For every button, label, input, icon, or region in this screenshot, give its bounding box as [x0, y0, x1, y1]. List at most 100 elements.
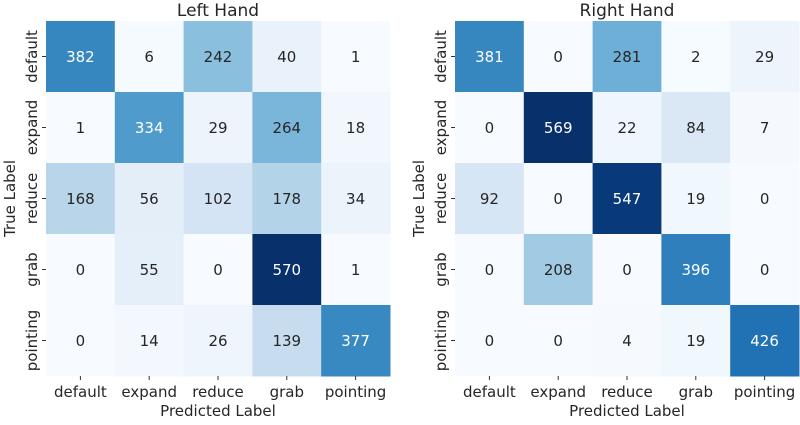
x-tick-label: pointing — [325, 383, 386, 401]
cell-value: 168 — [66, 190, 95, 208]
heatmap-cell — [523, 305, 594, 377]
cell-value: 570 — [272, 261, 301, 279]
x-tick-label: reduce — [601, 383, 653, 401]
chart-title: Left Hand — [177, 1, 259, 21]
heatmap-cell — [114, 163, 185, 235]
y-tick-label: default — [23, 30, 41, 83]
heatmap-cell — [661, 21, 731, 93]
y-tick-label: grab — [23, 252, 41, 286]
heatmap-cell — [455, 305, 525, 377]
cell-value: 0 — [485, 261, 495, 279]
cell-value: 2 — [691, 48, 701, 66]
cell-value: 1 — [351, 261, 361, 279]
x-tick-label: default — [54, 383, 107, 401]
cell-value: 29 — [208, 119, 227, 137]
heatmap-cell — [592, 305, 662, 377]
y-tick-label: expand — [432, 100, 450, 156]
heatmap-cell — [252, 92, 322, 164]
heatmap-cell — [523, 92, 594, 164]
heatmap-cell — [455, 92, 525, 164]
heatmap-cell — [46, 163, 116, 235]
heatmap-cell — [730, 305, 800, 377]
heatmap-cell — [592, 21, 662, 93]
x-tick-label: grab — [270, 383, 304, 401]
cell-value: 0 — [553, 48, 563, 66]
heatmap-cell — [321, 21, 391, 93]
heatmap-cell — [46, 21, 116, 93]
heatmap-cell — [252, 234, 322, 306]
cell-value: 569 — [544, 119, 573, 137]
cell-value: 377 — [341, 332, 370, 350]
cell-value: 264 — [272, 119, 301, 137]
cell-value: 396 — [681, 261, 710, 279]
heatmap-cell — [252, 305, 322, 377]
cell-value: 0 — [76, 332, 86, 350]
cell-value: 1 — [351, 48, 361, 66]
cell-value: 0 — [213, 261, 223, 279]
heatmap-cell — [183, 305, 253, 377]
cell-value: 19 — [686, 332, 705, 350]
cell-value: 334 — [135, 119, 164, 137]
cell-value: 1 — [76, 119, 86, 137]
y-tick-label: reduce — [23, 173, 41, 225]
cell-value: 34 — [346, 190, 365, 208]
x-tick-label: expand — [530, 383, 586, 401]
cell-value: 6 — [144, 48, 154, 66]
cell-value: 18 — [346, 119, 365, 137]
x-tick-label: pointing — [734, 383, 795, 401]
heatmap-cell — [661, 305, 731, 377]
cell-value: 102 — [204, 190, 233, 208]
x-axis-label: Predicted Label — [569, 402, 685, 420]
cell-value: 382 — [66, 48, 95, 66]
heatmap-cell — [46, 92, 116, 164]
cell-value: 29 — [755, 48, 774, 66]
y-tick-label: pointing — [23, 310, 41, 371]
cell-value: 55 — [140, 261, 159, 279]
cell-value: 84 — [686, 119, 705, 137]
chart-title: Right Hand — [580, 1, 675, 21]
heatmap-cell — [321, 163, 391, 235]
heatmap-cell — [114, 92, 185, 164]
cell-value: 4 — [622, 332, 632, 350]
heatmap-cell — [730, 21, 800, 93]
cell-value: 0 — [485, 332, 495, 350]
cell-value: 0 — [622, 261, 632, 279]
x-tick-label: reduce — [192, 383, 244, 401]
cell-value: 26 — [208, 332, 227, 350]
x-tick-label: grab — [679, 383, 713, 401]
x-tick-label: default — [463, 383, 516, 401]
y-tick-label: reduce — [432, 173, 450, 225]
heatmap-cell — [183, 234, 253, 306]
cell-value: 281 — [613, 48, 642, 66]
cell-value: 0 — [76, 261, 86, 279]
cell-value: 426 — [750, 332, 779, 350]
cell-value: 22 — [617, 119, 636, 137]
cell-value: 40 — [277, 48, 296, 66]
heatmap-cell — [46, 305, 116, 377]
heatmap-cell — [114, 305, 185, 377]
heatmap-cell — [252, 163, 322, 235]
heatmap-cell — [592, 163, 662, 235]
y-tick-label: default — [432, 30, 450, 83]
cell-value: 7 — [760, 119, 770, 137]
y-axis-label: True Label — [410, 160, 428, 238]
x-axis-label: Predicted Label — [160, 402, 276, 420]
cell-value: 0 — [760, 190, 770, 208]
heatmap-cell — [455, 234, 525, 306]
heatmap-cell — [730, 163, 800, 235]
y-axis-label: True Label — [1, 160, 19, 238]
heatmap-cell — [523, 21, 594, 93]
y-tick-label: pointing — [432, 310, 450, 371]
heatmap-cell — [455, 163, 525, 235]
heatmap-cell — [183, 21, 253, 93]
cell-value: 0 — [553, 190, 563, 208]
cell-value: 547 — [613, 190, 642, 208]
y-tick-label: grab — [432, 252, 450, 286]
cell-value: 242 — [204, 48, 233, 66]
heatmap-cell — [321, 305, 391, 377]
heatmap-cell — [592, 234, 662, 306]
cell-value: 0 — [553, 332, 563, 350]
heatmap-cell — [114, 21, 185, 93]
heatmap-cell — [183, 92, 253, 164]
